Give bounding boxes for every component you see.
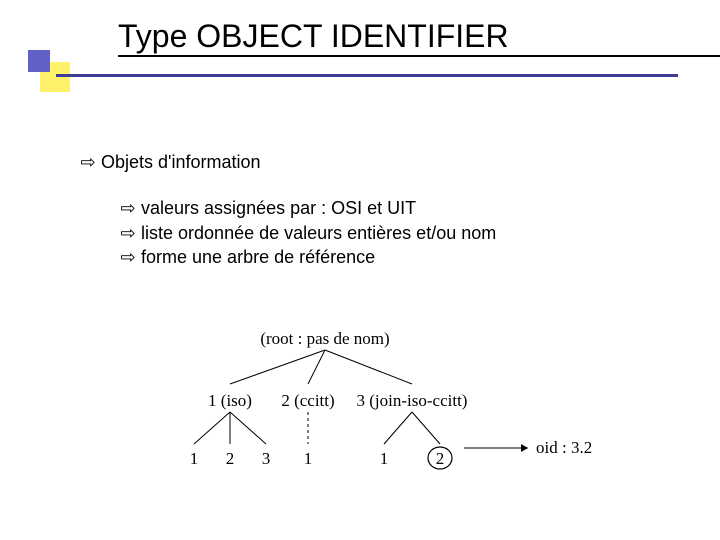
arrow-icon: ⇨: [120, 245, 136, 269]
title-underline: [56, 74, 678, 77]
corner-decoration: [28, 50, 70, 92]
bullet-text: Objets d'information: [101, 152, 261, 172]
content-block: ⇨ Objets d'information ⇨ valeurs assigné…: [80, 150, 496, 269]
bullet-level1: ⇨ Objets d'information: [80, 150, 496, 174]
svg-text:2: 2: [436, 449, 445, 468]
svg-text:1: 1: [304, 449, 313, 468]
arrow-icon: ⇨: [80, 150, 96, 174]
bullet-text: valeurs assignées par : OSI et UIT: [141, 198, 416, 218]
svg-text:2 (ccitt): 2 (ccitt): [281, 391, 334, 410]
svg-text:3: 3: [262, 449, 271, 468]
svg-text:3 (join-iso-ccitt): 3 (join-iso-ccitt): [357, 391, 468, 410]
bullet-text: liste ordonnée de valeurs entières et/ou…: [141, 223, 496, 243]
bullet-level2: ⇨ forme une arbre de référence: [120, 245, 496, 269]
svg-text:1 (iso): 1 (iso): [208, 391, 252, 410]
bullet-level2: ⇨ valeurs assignées par : OSI et UIT: [120, 196, 496, 220]
bullet-text: forme une arbre de référence: [141, 247, 375, 267]
svg-text:1: 1: [380, 449, 389, 468]
bullet-level2: ⇨ liste ordonnée de valeurs entières et/…: [120, 221, 496, 245]
oid-tree-diagram: (root : pas de nom) 1 (iso) 2 (ccitt) 3 (jo…: [150, 330, 620, 490]
arrow-icon: ⇨: [120, 221, 136, 245]
svg-text:oid : 3.2: oid : 3.2: [536, 438, 592, 457]
svg-text:2: 2: [226, 449, 235, 468]
slide-title: Type OBJECT IDENTIFIER: [118, 18, 720, 57]
arrow-icon: ⇨: [120, 196, 136, 220]
svg-text:(root : pas de nom): (root : pas de nom): [260, 330, 389, 348]
svg-text:1: 1: [190, 449, 199, 468]
